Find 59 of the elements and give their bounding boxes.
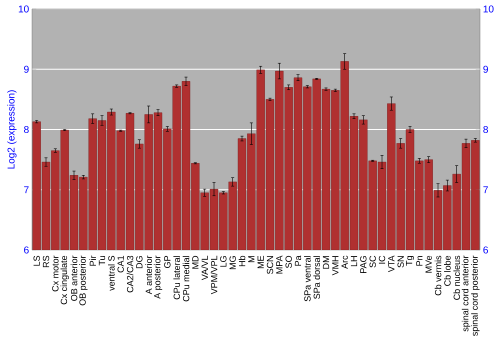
x-tick-label: Cb lobe [444, 256, 451, 286]
x-tick-label: Pn [416, 256, 422, 266]
y-axis-title: Log2 (expression) [7, 90, 17, 169]
x-tick-label: M [248, 256, 254, 262]
x-tick-label: MG [229, 256, 236, 270]
x-tick-label: Hb [238, 256, 246, 266]
y-tick-label: 9 [24, 66, 29, 73]
x-tick-label: DM [322, 256, 330, 269]
y2-tick-label: 8 [483, 126, 488, 134]
x-tick-label: SCN [266, 256, 274, 274]
x-tick-label: DG [136, 256, 143, 268]
x-tick-label: CPu lateral [173, 256, 180, 300]
x-tick-label: SN [397, 256, 404, 268]
x-tick-label: SC [369, 256, 376, 268]
x-tick-label: CA1 [117, 256, 124, 272]
x-tick-label: Cx motor [52, 256, 59, 292]
x-tick-label: MVe [426, 256, 432, 273]
x-tick-label: ventral S [108, 256, 115, 291]
x-tick-label: LH [350, 256, 358, 266]
x-tick-label: IC [378, 256, 386, 264]
y2-tick-label: 6 [483, 246, 488, 254]
y-tick-label: 6 [24, 246, 29, 254]
x-tick-label: MPA [276, 255, 282, 274]
x-tick-label: Tu [98, 256, 106, 266]
x-tick-label: PAG [360, 256, 367, 273]
x-tick-label: LG [220, 256, 227, 267]
x-tick-label: SPa dorsal [313, 256, 320, 299]
y2-tick-label: 7 [483, 186, 488, 194]
x-tick-label: VPM/VPL [210, 256, 218, 294]
x-tick-label: SO [285, 256, 292, 268]
x-tick-label: LS [33, 256, 40, 266]
x-tick-label: CA2/CA3 [126, 256, 134, 292]
x-tick-label: VTA [388, 255, 394, 272]
x-tick-label: Pa [294, 255, 302, 266]
y-tick-label: 7 [24, 186, 29, 194]
x-tick-label: VA/VL [201, 256, 208, 280]
x-tick-label: spinal cord posterior [471, 256, 480, 336]
x-tick-label: CPu medial [182, 256, 190, 302]
x-tick-label: Tg [406, 256, 414, 266]
x-tick-label: ME [258, 256, 264, 268]
x-tick-label: VMH [332, 256, 338, 276]
x-tick-label: SPa ventral [304, 256, 311, 302]
x-tick-label: A anterior [145, 256, 152, 294]
x-tick-label: A posterior [154, 256, 162, 299]
y-tick-label: 10 [18, 5, 29, 13]
x-tick-label: Cx cingulate [60, 256, 69, 304]
x-tick-label: Cb vermis [434, 256, 442, 296]
y2-tick-label: 9 [483, 66, 488, 73]
x-tick-label: Cb nucleus [453, 256, 460, 300]
x-tick-label: Arc [342, 256, 348, 269]
x-tick-label: OB posterior [79, 256, 88, 306]
x-tick-label: Pir [89, 256, 96, 266]
x-tick-label: OB anterior [70, 256, 78, 301]
x-tick-label: RS [42, 256, 50, 268]
y-tick-label: 8 [24, 126, 29, 134]
x-tick-label: spinal cord anterior [462, 256, 470, 332]
x-tick-label: MD [192, 256, 198, 269]
x-tick-label: GP [164, 256, 171, 268]
y2-tick-label: 10 [484, 5, 494, 13]
